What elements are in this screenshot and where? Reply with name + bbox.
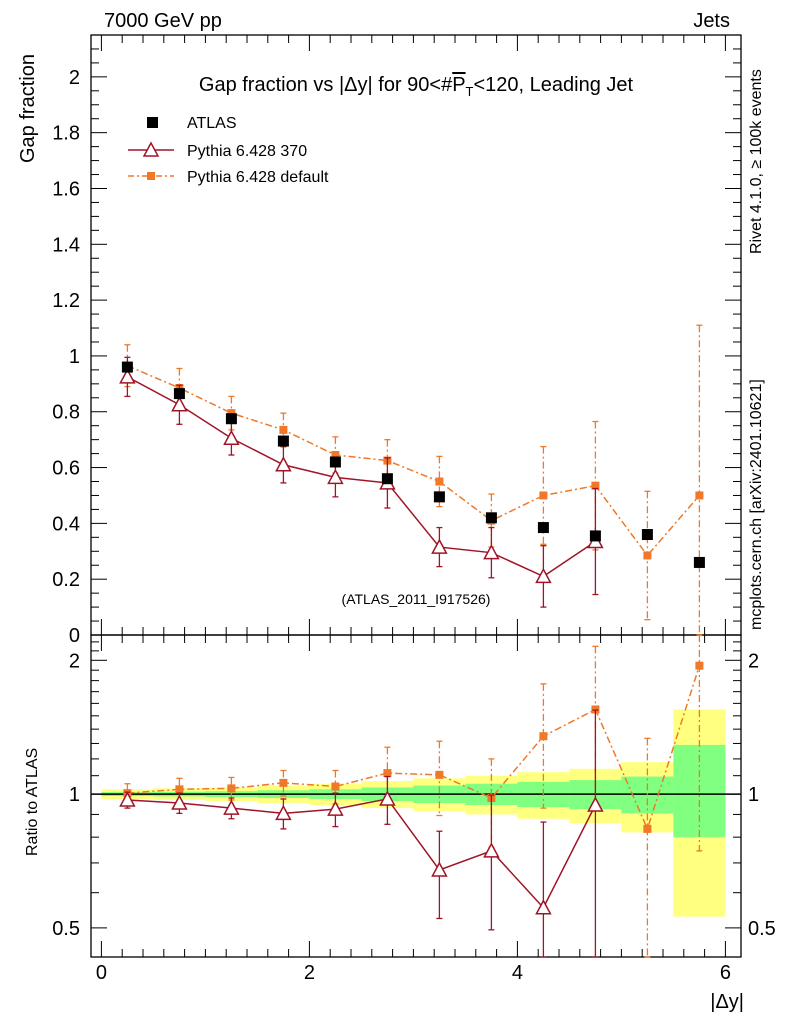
x-axis-title: |Δy|: [710, 991, 744, 1013]
y-tick-label: 1.8: [52, 123, 80, 145]
title-sub: T: [466, 84, 474, 99]
ratio-pythia-default-point: [539, 732, 548, 741]
atlas-point: [329, 456, 341, 468]
atlas-point: [485, 512, 497, 524]
pythia370-line: [127, 376, 596, 578]
ratio-pythia370-point: [275, 804, 292, 821]
ratio-pythia-default-point: [643, 824, 652, 833]
title-post: <120, Leading Jet: [474, 74, 634, 96]
pythia370-point: [171, 396, 188, 412]
pythia370-point: [327, 468, 344, 485]
legend-marker-pythia370: [142, 141, 160, 157]
atlas-point: [381, 473, 393, 485]
ratio-pythia370-point: [119, 791, 136, 807]
x-tick-label: 4: [512, 962, 523, 984]
ratio-tick-label: 2: [69, 650, 80, 672]
atlas-point: [173, 388, 185, 400]
y-tick-label: 0.2: [52, 569, 80, 591]
y-tick-label: 2: [69, 67, 80, 89]
ratio-pythia-default-point: [331, 782, 340, 791]
legend-marker-pythia-default: [147, 172, 155, 180]
ratio-pythia370-point: [483, 842, 500, 858]
pythia-default-point: [331, 451, 340, 459]
ratio-pythia370-point: [535, 899, 552, 915]
ratio-pythia-default-point: [435, 770, 444, 779]
atlas-point: [537, 522, 549, 534]
x-tick-label: 0: [96, 962, 107, 984]
pythia-default-point: [591, 481, 600, 490]
pythia370-point: [119, 368, 136, 384]
ratio-pythia370-point: [171, 794, 188, 810]
legend: ATLAS Pythia 6.428 370 Pythia 6.428 defa…: [128, 115, 329, 186]
analysis-watermark: (ATLAS_2011_I917526): [342, 591, 491, 607]
ratio-tick-label: 0.5: [52, 918, 80, 940]
legend-marker-atlas: [147, 117, 158, 128]
title-pre: Gap fraction vs |Δy| for 90<#: [199, 74, 453, 96]
pythia370-point: [535, 567, 552, 584]
y-tick-label: 0.4: [52, 513, 80, 535]
atlas-point: [641, 529, 653, 541]
x-tick-label: 2: [304, 962, 315, 984]
ratio-frame: [90, 634, 742, 958]
ratio-tick-label: 1: [69, 784, 80, 806]
y-tick-label: 1.6: [52, 178, 80, 200]
ratio-tick-label-right: 0.5: [748, 918, 776, 940]
y-tick-label: 0.8: [52, 402, 80, 424]
atlas-point: [693, 556, 705, 568]
mcplots-label: mcplots.cern.ch [arXiv:2401.10621]: [748, 379, 765, 630]
main-plot: 0 0.2 0.4 0.6 0.8 1 1.2 1.4 1.6 1.8 2: [52, 34, 742, 647]
legend-label-pythia370: Pythia 6.428 370: [187, 143, 307, 160]
ratio-pythia370-point: [223, 799, 240, 815]
pythia370-point: [431, 538, 448, 554]
chart-title: Gap fraction vs |Δy| for 90<#PT<120, Lea…: [199, 74, 634, 99]
x-tick-label: 6: [720, 962, 731, 984]
legend-label-atlas: ATLAS: [187, 115, 237, 132]
ratio-pythia-default-point: [279, 778, 288, 787]
pythia-default-point: [435, 477, 444, 486]
ratio-pythia-default-point: [383, 769, 392, 778]
header-left: 7000 GeV pp: [104, 10, 222, 32]
header-right: Jets: [693, 10, 730, 32]
rivet-label: Rivet 4.1.0, ≥ 100k events: [748, 69, 765, 254]
pythia370-point: [223, 429, 240, 446]
y-tick-label: 1.2: [52, 290, 80, 312]
ratio-pythia-default-point: [227, 784, 236, 793]
ratio-pythia-default-point: [695, 661, 704, 670]
ratio-pythia370-point: [587, 796, 604, 812]
pythia-default-point: [279, 425, 288, 434]
pythia-default-point: [643, 551, 652, 560]
ratio-pythia-default-line: [127, 665, 701, 832]
y-tick-label: 1.4: [52, 234, 80, 256]
y-tick-label: 1: [69, 346, 80, 368]
atlas-point: [225, 413, 237, 425]
pythia-default-line: [127, 365, 700, 557]
atlas-point: [589, 530, 601, 542]
legend-label-pythia-default: Pythia 6.428 default: [187, 169, 329, 186]
pythia-default-point: [539, 491, 548, 500]
ratio-pythia-default-point: [175, 785, 184, 794]
ratio-pythia370-point: [327, 800, 344, 816]
y-tick-label: 0: [69, 625, 80, 647]
atlas-point: [121, 361, 133, 373]
ratio-plot: 0 2 4 6 0.5 0.5 1 1 2 2: [52, 634, 776, 984]
ratio-y-axis-title: Ratio to ATLAS: [24, 748, 41, 856]
pythia370-point: [275, 456, 292, 472]
ratio-tick-label-right: 2: [748, 650, 759, 672]
pythia-default-point: [695, 491, 704, 500]
title-p: P: [452, 74, 465, 96]
ratio-tick-label-right: 1: [748, 784, 759, 806]
pythia370-point: [483, 544, 500, 560]
atlas-point: [433, 491, 445, 503]
ratio-pythia370-point: [431, 861, 448, 877]
y-tick-label: 0.6: [52, 458, 80, 480]
y-axis-title: Gap fraction: [17, 54, 39, 163]
ratio-pythia370-point: [379, 790, 396, 806]
ratio-pythia370-line: [127, 798, 597, 910]
atlas-point: [277, 435, 289, 447]
pythia-default-point: [227, 409, 236, 418]
